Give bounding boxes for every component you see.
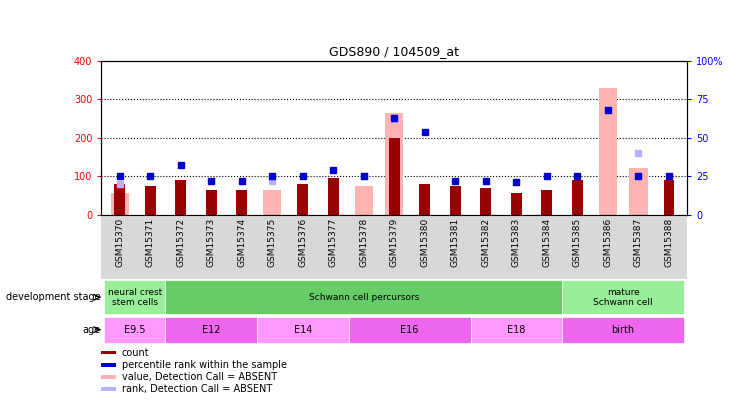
Text: mature
Schwann cell: mature Schwann cell: [593, 288, 653, 307]
Text: GSM15383: GSM15383: [512, 218, 520, 267]
Bar: [562, 317, 684, 343]
Bar: [481, 188, 491, 215]
Bar: [110, 194, 129, 215]
Text: birth: birth: [611, 325, 635, 335]
Bar: [541, 190, 552, 215]
Bar: [354, 186, 373, 215]
Text: GSM15373: GSM15373: [207, 218, 216, 267]
Text: GSM15379: GSM15379: [390, 218, 399, 267]
Text: percentile rank within the sample: percentile rank within the sample: [122, 360, 287, 370]
Bar: [101, 351, 116, 354]
Text: rank, Detection Call = ABSENT: rank, Detection Call = ABSENT: [122, 384, 272, 394]
Text: GSM15384: GSM15384: [542, 218, 551, 267]
Bar: [257, 317, 348, 343]
Text: GSM15387: GSM15387: [634, 218, 643, 267]
Text: GSM15382: GSM15382: [481, 218, 490, 267]
Bar: [562, 280, 684, 314]
Bar: [165, 280, 562, 314]
Bar: [104, 280, 165, 314]
Bar: [389, 138, 400, 215]
Bar: [176, 180, 186, 215]
Text: GSM15372: GSM15372: [176, 218, 185, 267]
Text: age: age: [83, 325, 101, 335]
Bar: [629, 168, 647, 215]
Bar: [165, 317, 257, 343]
Text: GSM15378: GSM15378: [359, 218, 368, 267]
Bar: [450, 186, 460, 215]
Bar: [420, 184, 430, 215]
Text: E18: E18: [507, 325, 526, 335]
Bar: [237, 190, 247, 215]
Text: GSM15386: GSM15386: [603, 218, 612, 267]
Bar: [104, 317, 165, 343]
Text: GSM15375: GSM15375: [268, 218, 276, 267]
Bar: [101, 363, 116, 367]
Bar: [511, 194, 522, 215]
Text: development stage: development stage: [6, 292, 101, 302]
Bar: [114, 184, 125, 215]
Text: GSM15380: GSM15380: [421, 218, 430, 267]
Bar: [328, 178, 339, 215]
Bar: [348, 317, 471, 343]
Bar: [101, 375, 116, 379]
Bar: [297, 184, 308, 215]
Title: GDS890 / 104509_at: GDS890 / 104509_at: [329, 45, 460, 58]
Bar: [101, 387, 116, 390]
Bar: [206, 190, 216, 215]
Text: GSM15381: GSM15381: [451, 218, 460, 267]
Bar: [599, 87, 617, 215]
Bar: [471, 317, 562, 343]
Text: E14: E14: [294, 325, 312, 335]
Text: count: count: [122, 348, 149, 358]
Text: value, Detection Call = ABSENT: value, Detection Call = ABSENT: [122, 372, 277, 382]
Bar: [145, 186, 155, 215]
Text: GSM15388: GSM15388: [665, 218, 674, 267]
Text: GSM15376: GSM15376: [298, 218, 307, 267]
Text: GSM15377: GSM15377: [329, 218, 338, 267]
Bar: [263, 190, 282, 215]
Text: neural crest
stem cells: neural crest stem cells: [108, 288, 162, 307]
Bar: [385, 113, 403, 215]
Bar: [664, 180, 674, 215]
Text: E16: E16: [400, 325, 419, 335]
Text: GSM15370: GSM15370: [115, 218, 124, 267]
Text: GSM15374: GSM15374: [237, 218, 246, 267]
Text: GSM15385: GSM15385: [573, 218, 582, 267]
Bar: [572, 180, 583, 215]
Text: Schwann cell percursors: Schwann cell percursors: [309, 293, 419, 302]
Text: E9.5: E9.5: [124, 325, 146, 335]
Text: GSM15371: GSM15371: [146, 218, 155, 267]
Text: E12: E12: [202, 325, 221, 335]
